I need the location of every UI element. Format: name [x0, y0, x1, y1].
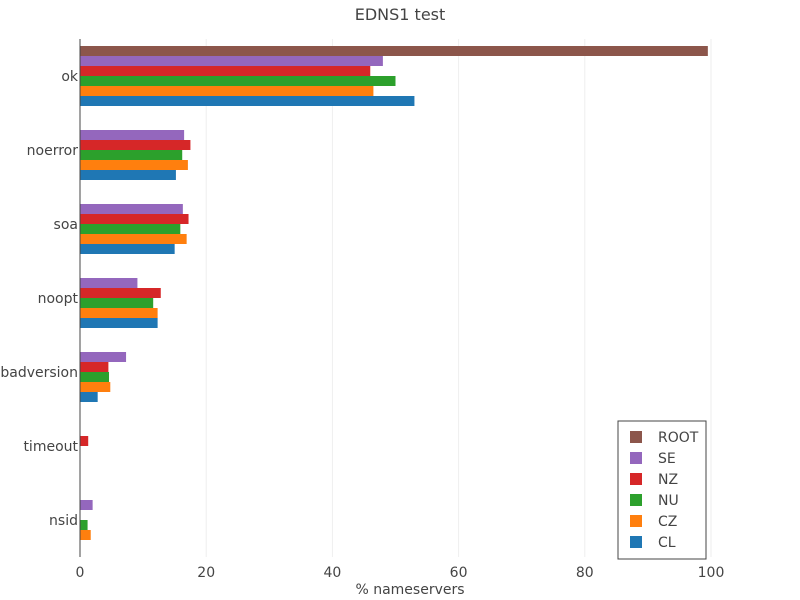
bar-cl-noopt	[80, 318, 158, 328]
bar-nz-noerror	[80, 140, 191, 150]
y-tick-label-noerror: noerror	[27, 143, 79, 159]
grid-lines	[205, 39, 712, 557]
bar-se-badversion	[80, 352, 127, 362]
bar-cz-nsid	[80, 530, 91, 540]
y-tick-label-nsid: nsid	[49, 513, 78, 529]
legend-label-nz[interactable]: NZ	[658, 472, 678, 488]
legend-swatch-root[interactable]	[630, 431, 642, 443]
bar-nu-nsid	[80, 520, 88, 530]
bar-cz-noerror	[80, 160, 188, 170]
x-tick-label: 60	[450, 565, 468, 581]
bars	[80, 46, 708, 540]
bar-nu-noopt	[80, 298, 154, 308]
legend-label-cz[interactable]: CZ	[658, 514, 677, 530]
bar-nu-badversion	[80, 372, 110, 382]
bar-cz-soa	[80, 234, 187, 244]
legend-label-nu[interactable]: NU	[658, 493, 679, 509]
legend-swatch-se[interactable]	[630, 452, 642, 464]
y-tick-label-soa: soa	[54, 217, 78, 233]
bar-nz-soa	[80, 214, 189, 224]
y-tick-label-timeout: timeout	[23, 439, 78, 455]
legend-label-se[interactable]: SE	[658, 451, 676, 467]
y-tick-label-badversion: badversion	[0, 365, 78, 381]
bar-se-nsid	[80, 500, 93, 510]
legend: ROOT SE NZ NU CZ CL	[617, 420, 707, 560]
bar-cl-noerror	[80, 170, 176, 180]
bar-cl-ok	[80, 96, 415, 106]
bar-nz-noopt	[80, 288, 161, 298]
bar-cz-ok	[80, 86, 374, 96]
x-tick-label: 100	[698, 565, 725, 581]
legend-swatch-cz[interactable]	[630, 515, 642, 527]
bar-se-ok	[80, 56, 383, 66]
x-tick-label: 20	[197, 565, 215, 581]
bar-se-noopt	[80, 278, 138, 288]
legend-swatch-nu[interactable]	[630, 494, 642, 506]
y-tick-label-noopt: noopt	[38, 291, 79, 307]
bar-se-soa	[80, 204, 183, 214]
x-tick-label: 40	[323, 565, 341, 581]
bar-cl-badversion	[80, 392, 98, 402]
x-axis-title: % nameservers	[355, 582, 464, 598]
bar-cz-noopt	[80, 308, 158, 318]
bar-cz-badversion	[80, 382, 111, 392]
legend-swatch-nz[interactable]	[630, 473, 642, 485]
legend-label-root[interactable]: ROOT	[658, 430, 699, 446]
chart-title: EDNS1 test	[355, 5, 446, 24]
bar-cl-soa	[80, 244, 175, 254]
axes: ok noerror soa noopt badversion timeout nsid 0 2…	[0, 39, 724, 581]
bar-root-ok	[80, 46, 708, 56]
bar-nu-ok	[80, 76, 396, 86]
bar-se-noerror	[80, 130, 185, 140]
x-tick-label: 0	[76, 565, 85, 581]
legend-swatch-cl[interactable]	[630, 536, 642, 548]
legend-label-cl[interactable]: CL	[658, 535, 676, 551]
x-tick-label: 80	[576, 565, 594, 581]
bar-nu-soa	[80, 224, 181, 234]
bar-nz-ok	[80, 66, 371, 76]
bar-nu-noerror	[80, 150, 183, 160]
y-tick-label-ok: ok	[61, 69, 79, 85]
bar-nz-badversion	[80, 362, 109, 372]
bar-nz-timeout	[80, 436, 89, 446]
